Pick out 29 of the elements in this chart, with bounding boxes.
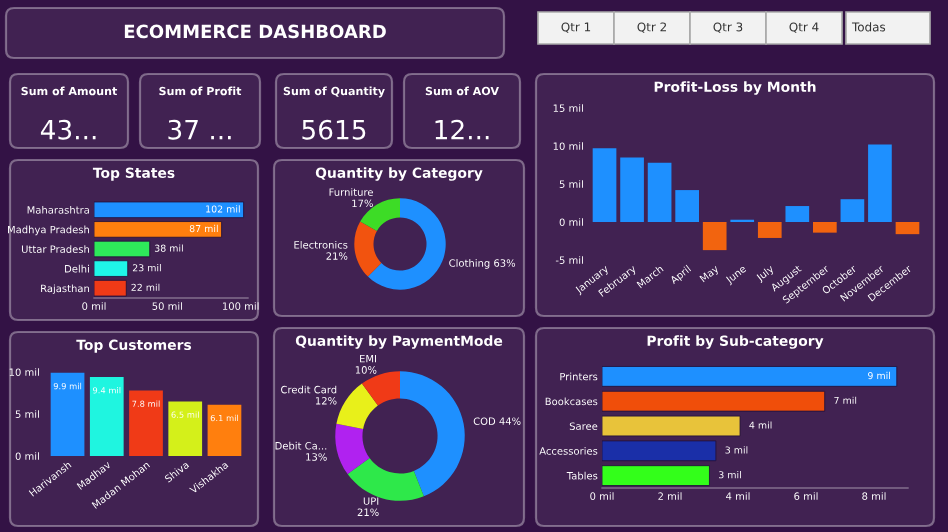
bar <box>602 465 710 486</box>
bar <box>785 206 810 222</box>
bar <box>602 366 898 387</box>
bar <box>702 222 727 251</box>
bar <box>840 199 865 222</box>
bar <box>647 162 672 222</box>
bar <box>89 377 124 456</box>
bar <box>50 372 85 456</box>
donut-slice <box>354 221 382 277</box>
donut-slice <box>361 371 400 406</box>
donut-slice <box>335 423 370 475</box>
donut-slice <box>336 383 378 429</box>
bar <box>757 222 782 238</box>
bar <box>620 157 644 222</box>
text: 12... <box>435 119 489 140</box>
text: 43... <box>40 119 96 140</box>
bar <box>895 222 920 235</box>
bar <box>592 148 617 222</box>
text: 5615 <box>302 119 366 140</box>
bar <box>868 144 892 222</box>
bar <box>129 390 163 456</box>
donut-slice <box>347 458 424 501</box>
bar <box>168 401 203 456</box>
text: 37 ... <box>168 119 231 140</box>
bar <box>207 404 242 456</box>
bar <box>675 190 699 222</box>
text: ECOMMERCE DASHBOARD <box>124 24 386 39</box>
donut-slice <box>400 371 465 497</box>
bar <box>813 222 837 233</box>
